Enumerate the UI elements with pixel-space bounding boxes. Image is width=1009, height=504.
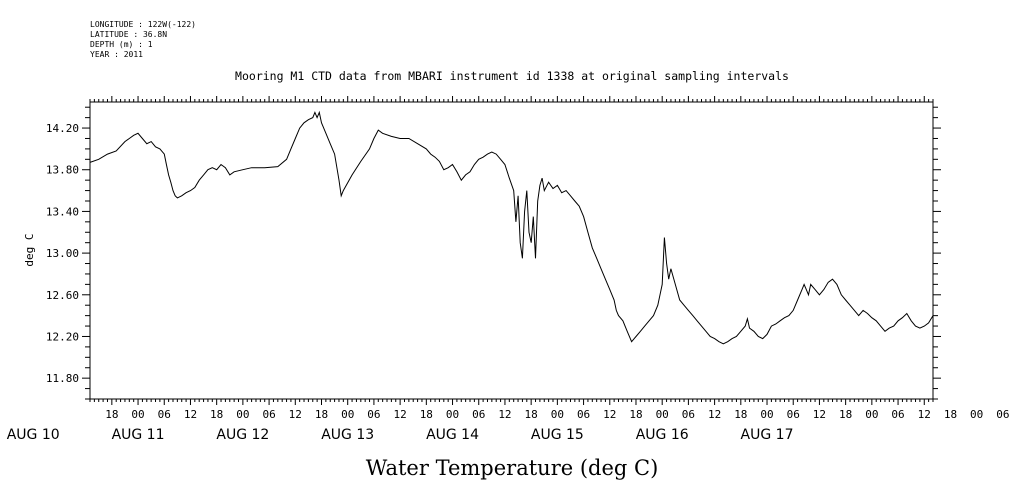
x-day-label: AUG 12 — [216, 427, 269, 443]
x-tick-label: 06 — [787, 408, 800, 421]
x-tick-label: 00 — [865, 408, 878, 421]
x-day-label: AUG 15 — [531, 427, 584, 443]
x-tick-label: 06 — [891, 408, 904, 421]
x-day-label: AUG 14 — [426, 427, 479, 443]
x-tick-label: 06 — [158, 408, 171, 421]
axes-layer: 18 00 06 12 18 00 06 12 18 00 06 12 18 00 06 12 18 00 06 12… — [7, 96, 1009, 443]
plot-frame — [89, 101, 934, 400]
x-tick-label: 18 — [105, 408, 118, 421]
x-tick-label: 06 — [472, 408, 485, 421]
chart-title: Mooring M1 CTD data from MBARI instrumen… — [235, 69, 789, 83]
y-tick-label: 14.20 — [46, 122, 79, 135]
x-tick-label: 18 — [944, 408, 957, 421]
y-axis-label: deg C — [23, 233, 36, 266]
x-tick-label: 12 — [918, 408, 931, 421]
x-tick-label: 06 — [682, 408, 695, 421]
x-day-label: AUG 10 — [7, 427, 60, 443]
metadata-block: LONGITUDE : 122W(-122) LATITUDE : 36.8N … — [90, 20, 196, 60]
x-tick-label: 18 — [420, 408, 433, 421]
x-tick-label: 00 — [760, 408, 773, 421]
depth-label: DEPTH (m) : 1 — [90, 40, 153, 49]
x-day-label: AUG 13 — [321, 427, 374, 443]
x-tick-label: 18 — [839, 408, 852, 421]
x-day-label: AUG 16 — [636, 427, 689, 443]
x-tick-label: 00 — [341, 408, 354, 421]
x-tick-label: 06 — [996, 408, 1009, 421]
x-tick-label: 00 — [131, 408, 144, 421]
x-day-label: AUG 11 — [112, 427, 165, 443]
x-tick-label: 18 — [629, 408, 642, 421]
x-tick-label: 00 — [656, 408, 669, 421]
x-tick-label: 00 — [446, 408, 459, 421]
x-tick-label: 00 — [970, 408, 983, 421]
x-tick-label: 00 — [551, 408, 564, 421]
x-tick-label: 06 — [262, 408, 275, 421]
x-day-label: AUG 17 — [741, 427, 794, 443]
longitude-label: LONGITUDE : 122W(-122) — [90, 20, 196, 29]
x-tick-label: 12 — [708, 408, 721, 421]
x-tick-label: 12 — [603, 408, 616, 421]
y-tick-label: 11.80 — [46, 372, 79, 385]
latitude-label: LATITUDE : 36.8N — [90, 30, 168, 39]
y-tick-label: 13.40 — [46, 205, 79, 218]
x-tick-label: 12 — [813, 408, 826, 421]
x-tick-label: 12 — [498, 408, 511, 421]
year-label: YEAR : 2011 — [90, 50, 143, 59]
x-tick-label: 12 — [184, 408, 197, 421]
x-tick-label: 18 — [525, 408, 538, 421]
x-tick-label: 18 — [734, 408, 747, 421]
temperature-series-line — [89, 110, 934, 345]
x-tick-label: 00 — [236, 408, 249, 421]
x-tick-label: 12 — [289, 408, 302, 421]
y-tick-label: 13.80 — [46, 164, 79, 177]
y-tick-label: 13.00 — [46, 247, 79, 260]
x-axis-label: Water Temperature (deg C) — [366, 456, 659, 480]
y-tick-label: 12.60 — [46, 289, 79, 302]
x-tick-label: 18 — [315, 408, 328, 421]
x-tick-label: 06 — [577, 408, 590, 421]
x-tick-label: 06 — [367, 408, 380, 421]
y-tick-label: 12.20 — [46, 330, 79, 343]
x-tick-label: 18 — [210, 408, 223, 421]
x-tick-label: 12 — [393, 408, 406, 421]
